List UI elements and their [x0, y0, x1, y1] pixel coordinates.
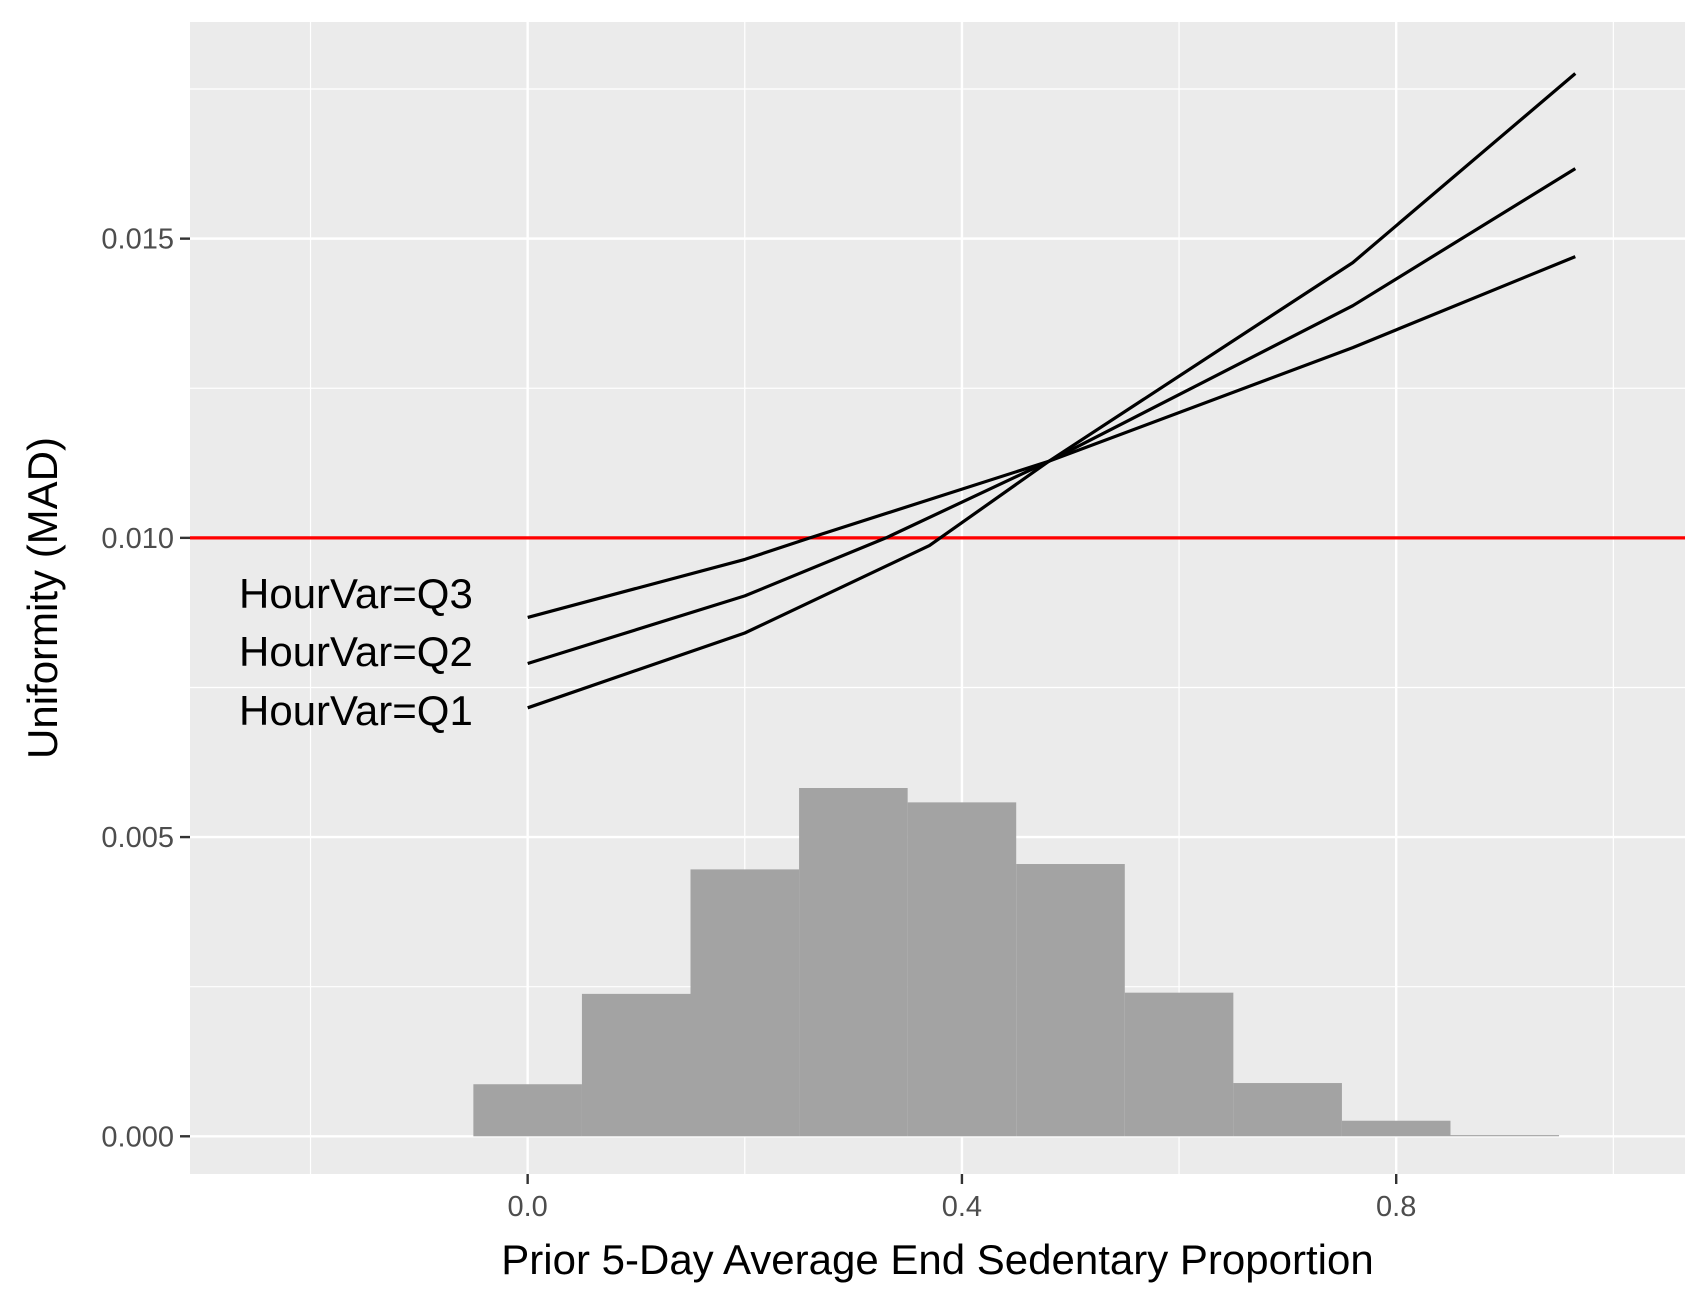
histogram-bar [1233, 1083, 1342, 1137]
series-line-q3 [527, 255, 1576, 619]
histogram-bar [581, 993, 691, 1137]
y-tick-label: 0.000 [101, 1121, 174, 1153]
axes: 0.0 0.4 0.8 0.000 0.005 0.010 0.015 [101, 224, 1416, 1223]
histogram [473, 788, 1560, 1137]
histogram-bar [1450, 1135, 1560, 1137]
histogram-bar [799, 788, 908, 1137]
histogram-bar [907, 802, 1017, 1137]
x-axis-title: Prior 5-Day Average End Sedentary Propor… [501, 1236, 1373, 1283]
y-axis-title: Uniformity (MAD) [19, 437, 66, 759]
series-label-q1: HourVar=Q1 [239, 687, 473, 734]
histogram-bar [473, 1084, 582, 1137]
histogram-bar [1124, 992, 1234, 1137]
x-tick-label: 0.8 [1376, 1191, 1416, 1223]
y-tick-label: 0.005 [101, 822, 174, 854]
series-line-q1 [527, 72, 1577, 710]
histogram-bar [1341, 1120, 1451, 1137]
series-line-q2 [527, 167, 1577, 666]
x-tick-label: 0.4 [942, 1191, 982, 1223]
series-group [527, 72, 1577, 710]
series-label-q3: HourVar=Q3 [239, 570, 473, 617]
y-tick-label: 0.015 [101, 224, 174, 256]
series-label-q2: HourVar=Q2 [239, 628, 473, 675]
series-labels: HourVar=Q1 HourVar=Q2 HourVar=Q3 [239, 570, 473, 734]
histogram-bar [690, 869, 800, 1137]
x-tick-label: 0.0 [507, 1191, 547, 1223]
grid-minor [190, 22, 1685, 1174]
y-tick-label: 0.010 [101, 523, 174, 555]
histogram-bar [1016, 864, 1125, 1137]
